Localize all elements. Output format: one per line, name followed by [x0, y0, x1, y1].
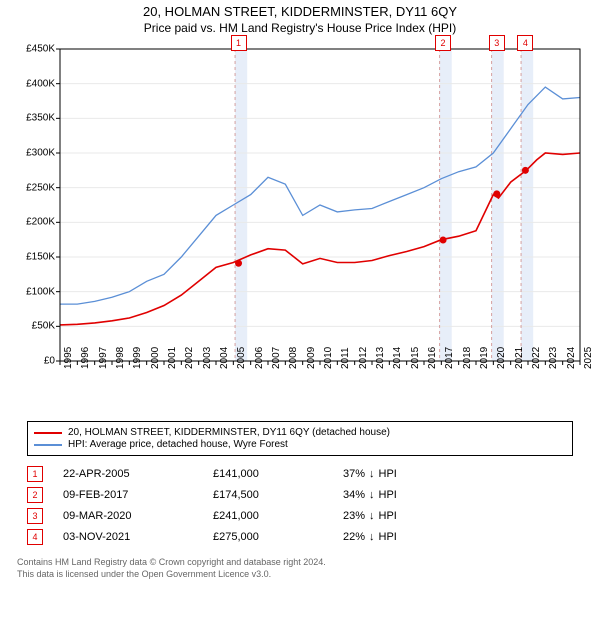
legend-swatch	[34, 432, 62, 434]
delta-vs: HPI	[379, 510, 397, 522]
delta-vs: HPI	[379, 489, 397, 501]
legend-label: HPI: Average price, detached house, Wyre…	[68, 439, 288, 450]
footer-attribution: Contains HM Land Registry data © Crown c…	[9, 557, 591, 580]
y-axis-label: £150K	[15, 252, 55, 263]
transaction-marker: 4	[27, 529, 43, 545]
transaction-row: 1 22-APR-2005£141,00037% ↓ HPI	[27, 466, 573, 482]
sale-marker-3: 3	[489, 35, 505, 51]
transaction-delta: 22% ↓ HPI	[343, 531, 397, 543]
arrow-down-icon: ↓	[369, 510, 375, 522]
arrow-down-icon: ↓	[369, 468, 375, 480]
transaction-price: £275,000	[213, 531, 343, 543]
x-axis-label: 2025	[583, 347, 600, 369]
sale-marker-4: 4	[517, 35, 533, 51]
chart-title-address: 20, HOLMAN STREET, KIDDERMINSTER, DY11 6…	[0, 4, 600, 19]
y-axis-label: £100K	[15, 286, 55, 297]
delta-percent: 34%	[343, 489, 365, 501]
delta-percent: 23%	[343, 510, 365, 522]
transaction-row: 4 03-NOV-2021£275,00022% ↓ HPI	[27, 529, 573, 545]
transaction-date: 09-MAR-2020	[63, 510, 213, 522]
transaction-row: 2 09-FEB-2017£174,50034% ↓ HPI	[27, 487, 573, 503]
transaction-delta: 37% ↓ HPI	[343, 468, 397, 480]
delta-vs: HPI	[379, 531, 397, 543]
sale-marker-1: 1	[231, 35, 247, 51]
transaction-marker: 2	[27, 487, 43, 503]
transaction-date: 03-NOV-2021	[63, 531, 213, 543]
y-axis-label: £400K	[15, 78, 55, 89]
legend-item: 20, HOLMAN STREET, KIDDERMINSTER, DY11 6…	[34, 427, 566, 438]
transactions-table: 122-APR-2005£141,00037%↓HPI209-FEB-2017£…	[27, 466, 573, 545]
y-axis-label: £250K	[15, 182, 55, 193]
transaction-row: 3 09-MAR-2020£241,00023% ↓ HPI	[27, 508, 573, 524]
y-axis-label: £0	[15, 356, 55, 367]
price-chart: £0 £50K £100K £150K £200K £250K £300K £350K £400…	[15, 41, 585, 391]
footer-line2: This data is licensed under the Open Gov…	[17, 569, 583, 581]
transaction-delta: 34% ↓ HPI	[343, 489, 397, 501]
chart-legend: 20, HOLMAN STREET, KIDDERMINSTER, DY11 6…	[27, 421, 573, 456]
transaction-marker: 1	[27, 466, 43, 482]
arrow-down-icon: ↓	[369, 489, 375, 501]
transaction-price: £141,000	[213, 468, 343, 480]
delta-percent: 22%	[343, 531, 365, 543]
y-axis-label: £50K	[15, 321, 55, 332]
legend-swatch	[34, 444, 62, 446]
transaction-date: 09-FEB-2017	[63, 489, 213, 501]
y-axis-label: £450K	[15, 44, 55, 55]
sale-marker-2: 2	[435, 35, 451, 51]
legend-label: 20, HOLMAN STREET, KIDDERMINSTER, DY11 6…	[68, 427, 390, 438]
chart-subtitle: Price paid vs. HM Land Registry's House …	[0, 21, 600, 35]
y-axis-label: £350K	[15, 113, 55, 124]
y-axis-label: £300K	[15, 148, 55, 159]
transaction-delta: 23% ↓ HPI	[343, 510, 397, 522]
delta-vs: HPI	[379, 468, 397, 480]
transaction-price: £174,500	[213, 489, 343, 501]
y-axis-label: £200K	[15, 217, 55, 228]
transaction-date: 22-APR-2005	[63, 468, 213, 480]
transaction-price: £241,000	[213, 510, 343, 522]
delta-percent: 37%	[343, 468, 365, 480]
legend-item: HPI: Average price, detached house, Wyre…	[34, 439, 566, 450]
footer-line1: Contains HM Land Registry data © Crown c…	[17, 557, 583, 569]
arrow-down-icon: ↓	[369, 531, 375, 543]
transaction-marker: 3	[27, 508, 43, 524]
